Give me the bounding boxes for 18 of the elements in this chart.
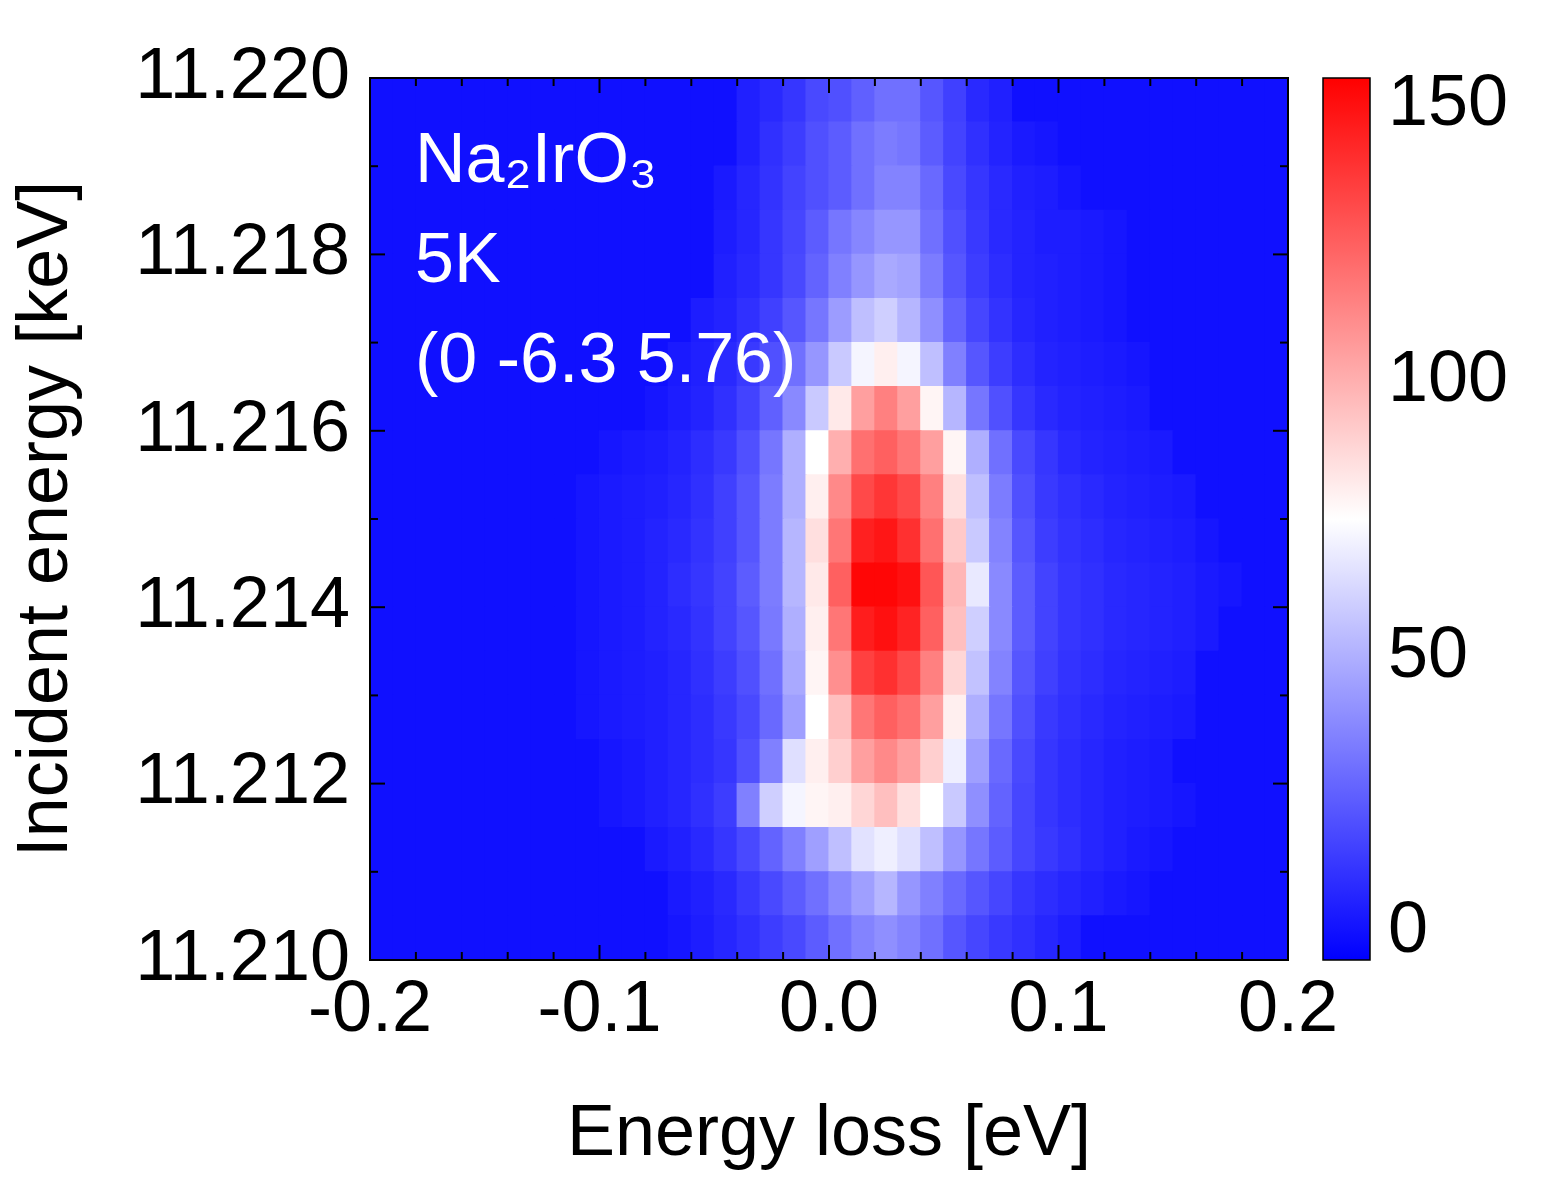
annotation: Na₂IrO₃ (415, 119, 658, 197)
y-tick-label: 11.214 (135, 562, 350, 643)
x-tick-label: 0.0 (778, 966, 880, 1047)
y-tick-label: 11.218 (135, 209, 350, 290)
color-bar-label: 0 (1388, 887, 1429, 968)
y-tick-label: 11.220 (135, 32, 350, 113)
x-tick-label: -0.1 (537, 966, 662, 1047)
annotation: (0 -6.3 5.76) (415, 319, 797, 397)
annotation: 5K (415, 219, 501, 297)
x-tick-label: 0.1 (1008, 966, 1109, 1047)
color-bar-label: 150 (1388, 60, 1509, 141)
y-axis-title: Incident energy [keV] (2, 180, 83, 858)
y-tick-label: 11.212 (135, 738, 350, 819)
color-bar-label: 50 (1388, 611, 1469, 692)
color-bar-label: 100 (1388, 336, 1509, 417)
x-axis-title: Energy loss [eV] (566, 1089, 1092, 1170)
x-tick-label: 0.2 (1237, 966, 1339, 1047)
y-tick-label: 11.216 (135, 385, 350, 466)
